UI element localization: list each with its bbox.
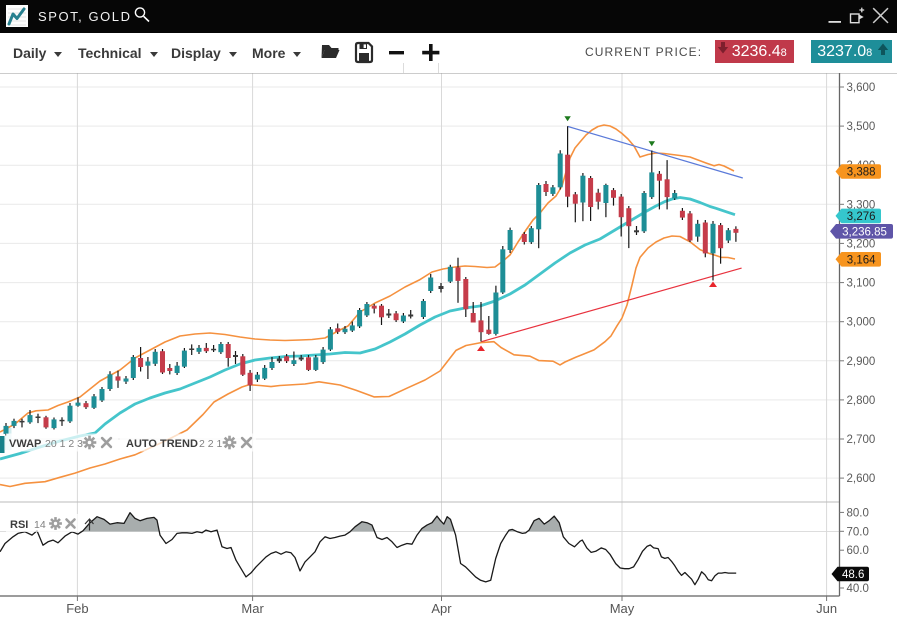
svg-text:70.0: 70.0 <box>847 526 869 538</box>
svg-text:3,100: 3,100 <box>847 278 876 290</box>
svg-text:VWAP: VWAP <box>9 438 41 450</box>
svg-text:3,200: 3,200 <box>847 238 876 250</box>
svg-text:Apr: Apr <box>431 601 452 616</box>
svg-text:40.0: 40.0 <box>847 583 869 595</box>
svg-text:3,600: 3,600 <box>847 82 876 94</box>
svg-text:Jun: Jun <box>816 601 837 616</box>
svg-text:3,236.85: 3,236.85 <box>842 226 887 238</box>
svg-text:RSI: RSI <box>10 519 28 531</box>
svg-text:3,000: 3,000 <box>847 317 876 329</box>
svg-text:SPOT, GOLD: SPOT, GOLD <box>38 9 132 24</box>
svg-text:3,276: 3,276 <box>847 211 876 223</box>
svg-text:3,300: 3,300 <box>847 199 876 211</box>
svg-text:2,700: 2,700 <box>847 434 876 446</box>
svg-text:2,800: 2,800 <box>847 395 876 407</box>
svg-text:3,164: 3,164 <box>847 254 876 266</box>
svg-text:48.6: 48.6 <box>842 569 864 581</box>
svg-text:2,600: 2,600 <box>847 473 876 485</box>
svg-text:May: May <box>610 601 635 616</box>
svg-text:2 2 1: 2 2 1 <box>199 438 223 450</box>
svg-text:2,900: 2,900 <box>847 356 876 368</box>
svg-text:3,500: 3,500 <box>847 121 876 133</box>
svg-text:AUTO TREND: AUTO TREND <box>126 438 198 450</box>
svg-text:60.0: 60.0 <box>847 545 869 557</box>
svg-text:14: 14 <box>34 519 46 531</box>
svg-text:3,388: 3,388 <box>847 167 876 179</box>
svg-text:Mar: Mar <box>241 601 264 616</box>
svg-text:20 1 2 3: 20 1 2 3 <box>45 438 83 450</box>
svg-text:80.0: 80.0 <box>847 507 869 519</box>
svg-text:Feb: Feb <box>66 601 88 616</box>
